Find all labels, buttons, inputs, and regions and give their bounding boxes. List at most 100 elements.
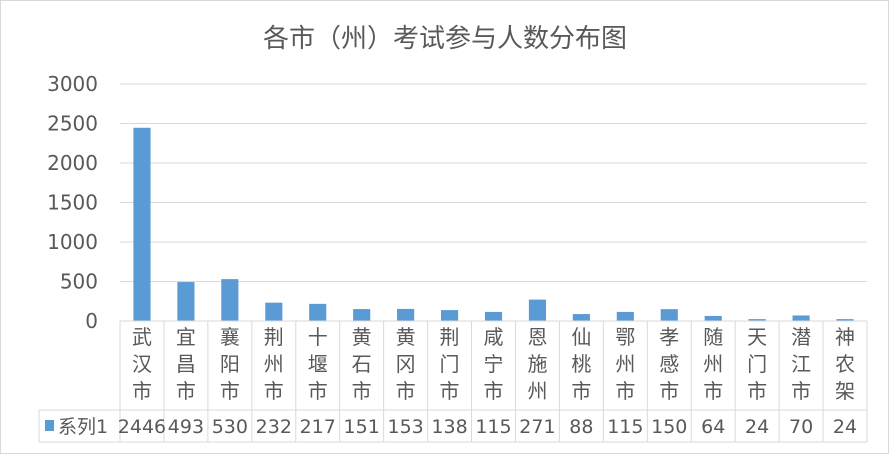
bar [221,279,239,321]
bar [397,308,415,321]
bar [704,315,722,321]
category-label: 农 [835,352,855,376]
category-label: 仙 [571,325,591,349]
category-label: 江 [791,352,811,376]
bar [440,310,459,321]
data-value-cell: 232 [256,416,292,438]
category-label: 市 [703,379,723,403]
data-value-cell: 115 [475,416,511,438]
category-label: 阳 [220,352,240,376]
legend-swatch [45,420,54,431]
category-label: 市 [132,379,152,403]
data-value-cell: 24 [833,416,857,438]
category-label: 荆 [264,325,284,349]
chart-title: 各市（州）考试参与人数分布图 [263,24,627,54]
category-label: 市 [176,379,196,403]
category-label: 石 [352,352,372,376]
y-tick-label: 2000 [47,151,98,175]
data-table: 系列1武汉市2446宜昌市493襄阳市530荆州市232十堰市217黄石市151… [38,320,868,443]
bar [265,302,283,321]
bar [528,299,547,321]
category-label: 鄂 [615,325,635,349]
data-value-cell: 150 [651,416,687,438]
category-label: 市 [308,379,328,403]
data-value-cell: 151 [344,416,380,438]
data-value-cell: 138 [431,416,467,438]
bar [309,303,327,321]
bar [484,311,503,321]
y-tick-label: 2500 [47,112,98,136]
bar-layer [133,127,854,322]
category-label: 州 [527,379,547,403]
y-tick-label: 1500 [47,191,98,215]
category-label: 市 [220,379,240,403]
category-label: 宁 [484,352,504,376]
category-label: 随 [703,325,723,349]
data-value-cell: 153 [387,416,423,438]
category-label: 市 [264,379,284,403]
data-value-cell: 493 [168,416,204,438]
bar [792,315,810,321]
category-label: 市 [615,379,635,403]
category-label: 十 [308,325,328,349]
category-label: 潜 [791,325,811,349]
data-value-cell: 530 [212,416,248,438]
data-value-cell: 115 [607,416,643,438]
y-tick-label: 500 [60,270,98,294]
category-label: 汉 [132,352,152,376]
bar [836,319,854,321]
category-label: 武 [132,325,152,349]
category-label: 襄 [220,325,240,349]
data-value-cell: 24 [745,416,769,438]
category-label: 恩 [527,325,547,349]
category-label: 神 [835,325,855,349]
category-label: 孝 [659,325,679,349]
category-label: 市 [484,379,504,403]
category-label: 市 [747,379,767,403]
category-label: 宜 [176,325,196,349]
category-label: 州 [703,352,723,376]
bar [353,309,371,321]
category-label: 荆 [440,325,460,349]
category-label: 咸 [484,325,504,349]
data-value-cell: 64 [701,416,725,438]
bar [572,314,590,321]
grid-layer [120,83,867,282]
data-value-cell: 70 [789,416,813,438]
category-label: 昌 [176,352,196,376]
bar [748,319,766,321]
category-label: 市 [396,379,416,403]
legend-label: 系列1 [58,416,108,438]
bar [616,311,634,321]
category-label: 市 [791,379,811,403]
bar [133,127,151,322]
category-label: 黄 [396,325,416,349]
category-label: 堰 [308,352,328,376]
category-label: 施 [527,352,547,376]
category-label: 天 [747,325,767,349]
y-tick-label: 3000 [47,72,98,96]
category-label: 门 [440,352,460,376]
category-label: 冈 [396,352,416,376]
category-label: 感 [659,352,679,376]
data-value-cell: 2446 [118,416,166,438]
category-label: 州 [264,352,284,376]
category-label: 架 [835,379,855,403]
bar [660,309,678,321]
category-label: 州 [615,352,635,376]
category-label: 市 [440,379,460,403]
y-tick-label: 1000 [47,230,98,254]
category-label: 市 [659,379,679,403]
data-value-cell: 88 [569,416,593,438]
category-label: 市 [571,379,591,403]
data-value-cell: 217 [300,416,336,438]
y-tick-label: 0 [85,309,98,333]
category-label: 市 [352,379,372,403]
data-value-cell: 271 [519,416,555,438]
category-label: 桃 [571,352,591,376]
category-label: 门 [747,352,767,376]
y-axis: 0 500 1000 1500 2000 2500 3000 [47,72,98,333]
bar [177,282,195,321]
